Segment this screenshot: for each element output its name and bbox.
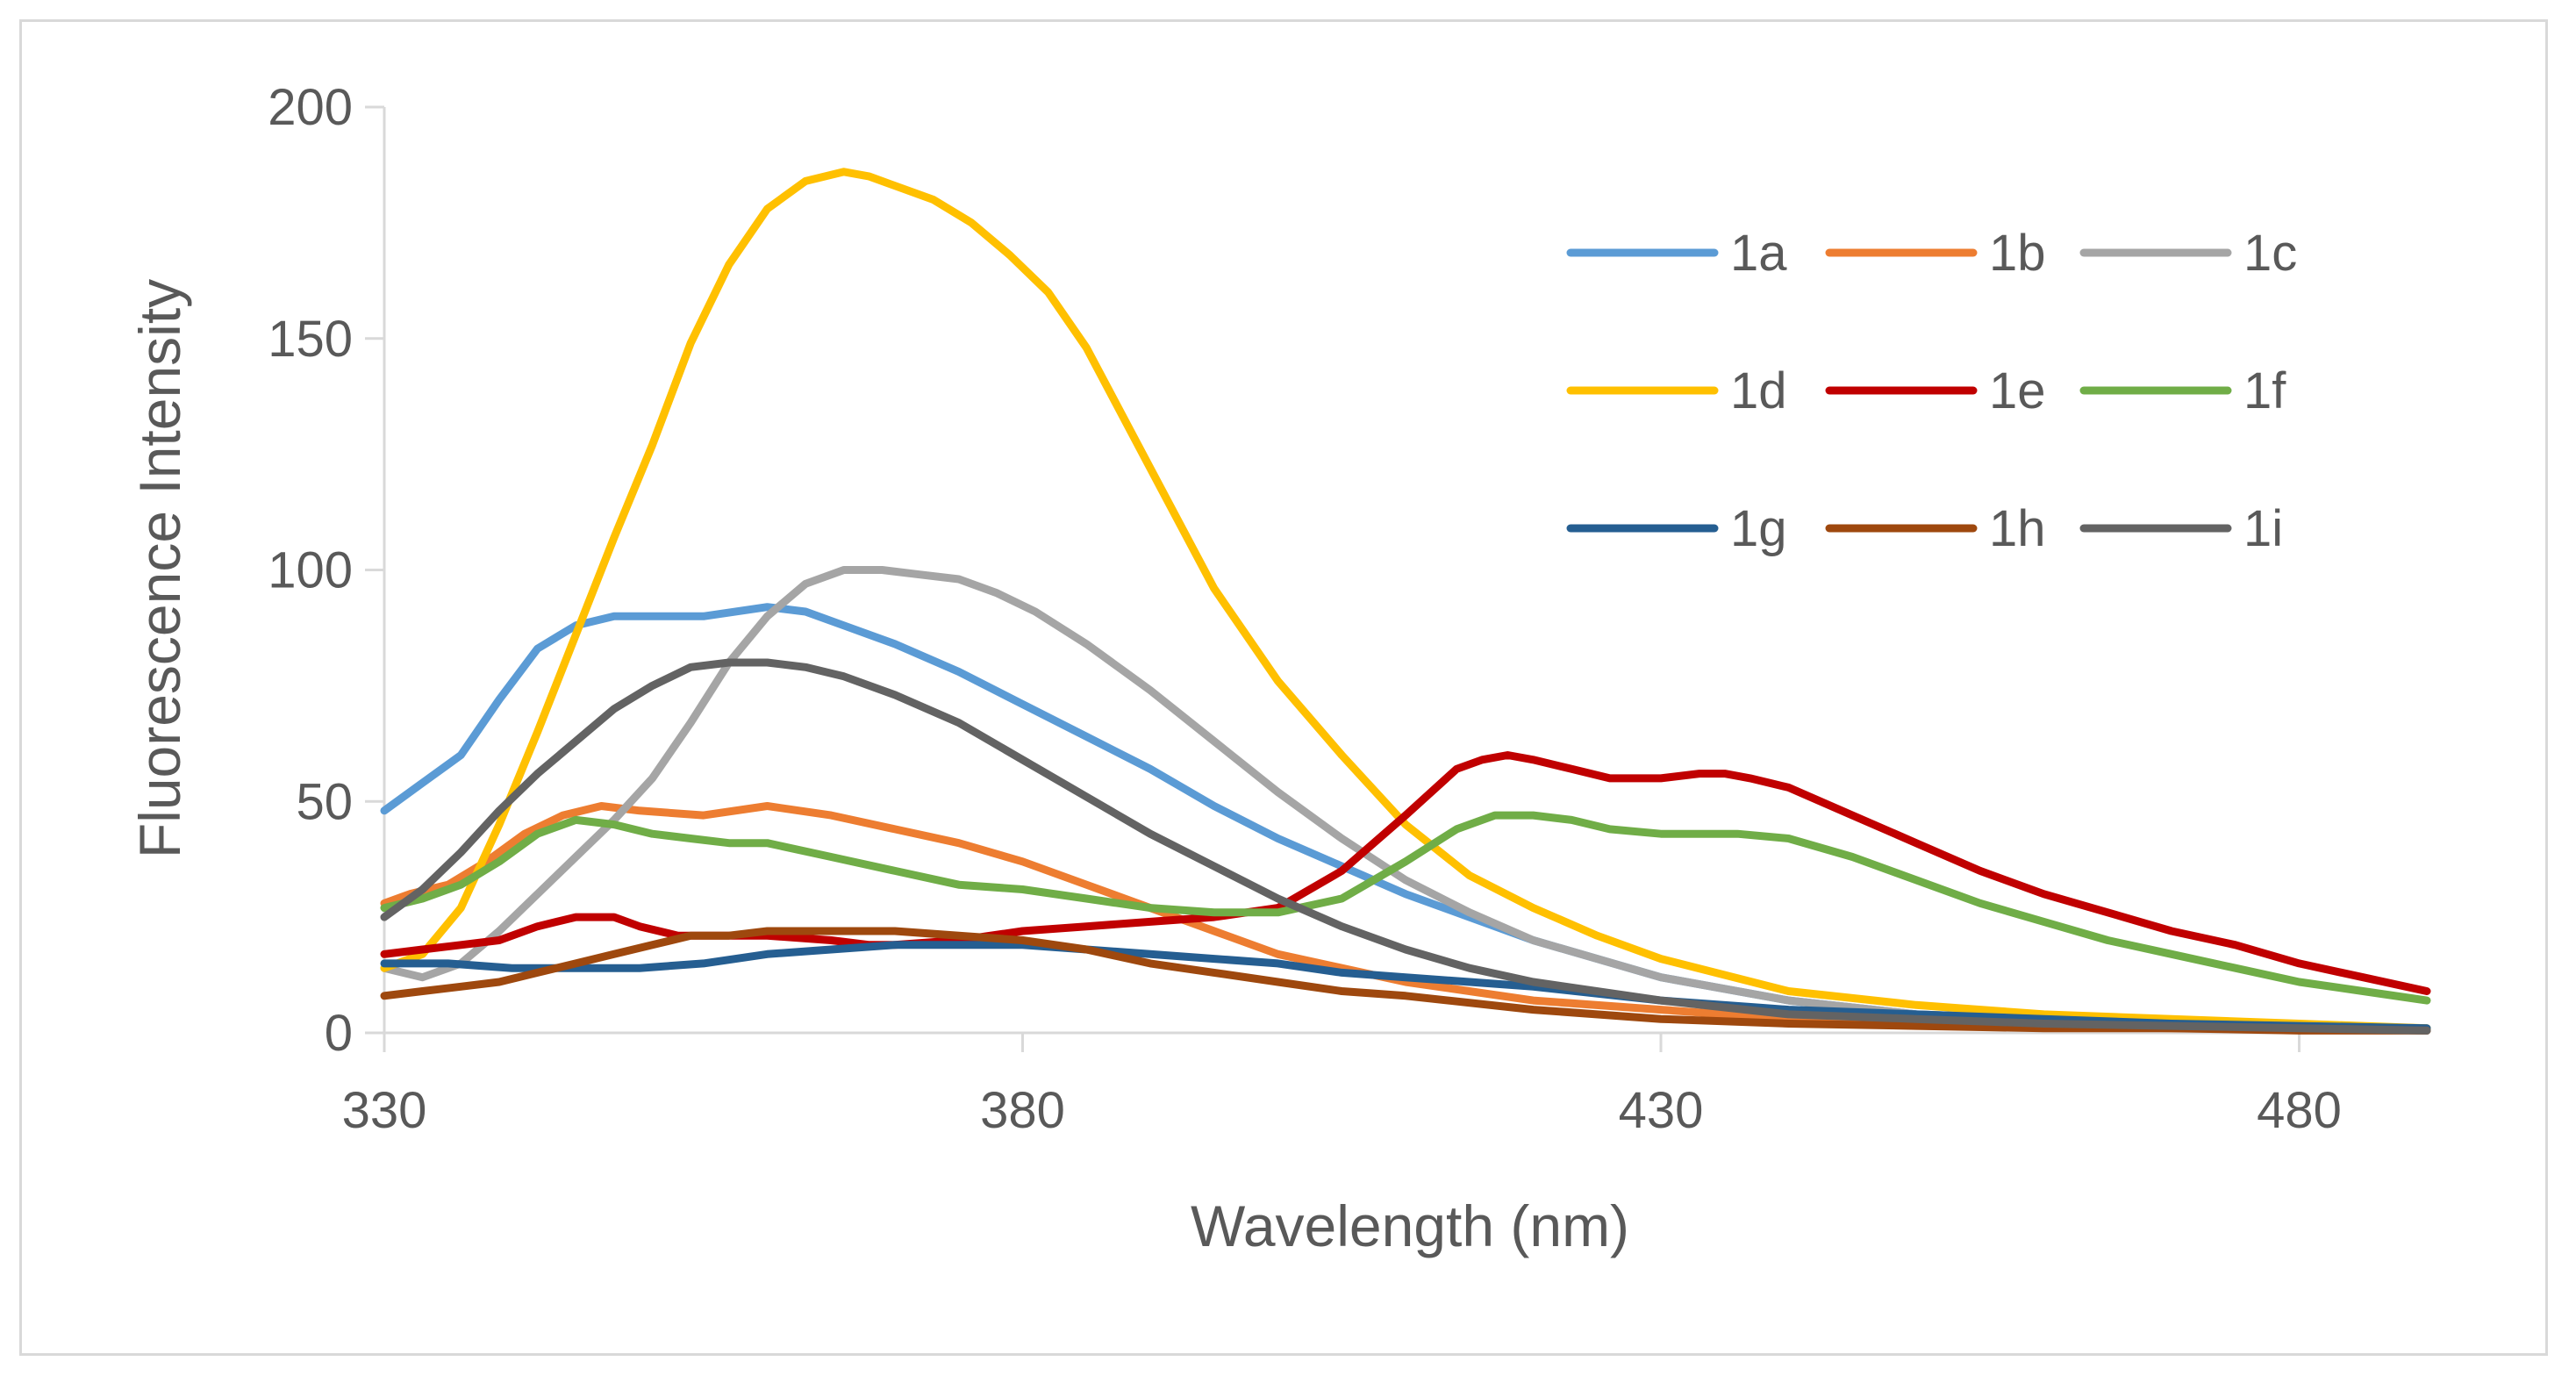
x-tick-label: 480 bbox=[2257, 1082, 2342, 1139]
y-tick-label: 0 bbox=[325, 1005, 353, 1062]
x-tick-label: 330 bbox=[342, 1082, 427, 1139]
x-tick-label: 380 bbox=[980, 1082, 1065, 1139]
legend-label-1i: 1i bbox=[2243, 500, 2283, 557]
legend-label-1h: 1h bbox=[1989, 500, 2046, 557]
legend-label-1b: 1b bbox=[1989, 225, 2046, 282]
y-tick-label: 50 bbox=[296, 773, 353, 830]
y-tick-label: 150 bbox=[268, 311, 353, 368]
legend-label-1e: 1e bbox=[1989, 362, 2046, 419]
x-tick-label: 430 bbox=[1619, 1082, 1704, 1139]
series-line-1e bbox=[380, 751, 2431, 995]
series-line-1d bbox=[380, 168, 2431, 1033]
legend: 1a 1b 1c 1d 1e 1f 1g 1h 1i bbox=[1566, 225, 2297, 557]
series-lines bbox=[380, 168, 2431, 1035]
legend-label-1c: 1c bbox=[2243, 225, 2297, 282]
legend-label-1a: 1a bbox=[1730, 225, 1787, 282]
legend-label-1g: 1g bbox=[1730, 500, 1787, 557]
series-line-1h bbox=[380, 927, 2431, 1035]
axes: 0 50 100 150 200 330 380 430 480 bbox=[268, 79, 2427, 1139]
y-tick-label: 100 bbox=[268, 542, 353, 599]
series-line-1c bbox=[380, 566, 2431, 1033]
y-axis-title: Fluorescence Intensity bbox=[127, 279, 192, 858]
series-line-1f bbox=[380, 811, 2431, 1005]
series-line-1g bbox=[380, 941, 2431, 1033]
y-tick-label: 200 bbox=[268, 79, 353, 136]
x-axis-title: Wavelength (nm) bbox=[1191, 1193, 1629, 1258]
legend-label-1d: 1d bbox=[1730, 362, 1787, 419]
series-line-1i bbox=[380, 658, 2431, 1035]
legend-label-1f: 1f bbox=[2243, 362, 2286, 419]
